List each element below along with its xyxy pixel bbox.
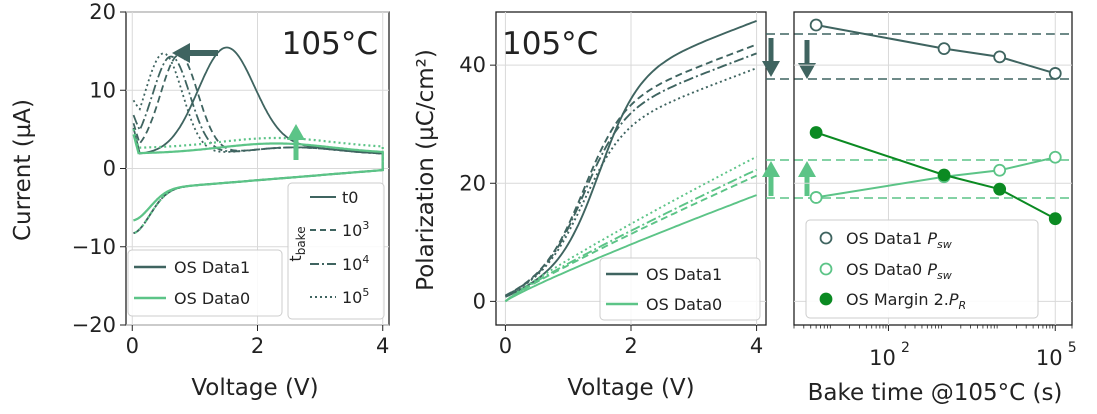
legend-item-data0: OS Data0 [174,289,250,308]
reference-guides [762,33,1072,199]
series-line [815,24,1056,75]
y-axis-label: Polarization (µC/cm²) [413,49,439,291]
data-point [993,163,1007,177]
x-tick-label: 0 [499,334,512,358]
data-point [937,168,951,182]
data-point [993,182,1007,196]
legend-item-1e3: 103 [342,219,369,240]
x-tick-labels: 0 2 4 [126,325,389,358]
data-point [937,42,951,56]
series-line [815,156,1056,199]
y-tick-label: 10 [89,78,116,102]
data0-increase-arrow [762,161,816,196]
y-tick-label: 20 [459,171,486,195]
series-line [132,128,384,235]
y-tick-label: 0 [103,157,116,181]
legend-bake-time: tbake t0 103 104 105 [286,182,385,320]
x-tick-label: 2 [251,334,264,358]
peak-shift-arrow [172,43,218,63]
data-point [1048,67,1062,80]
legend-item-data0: OS Data0 [646,295,722,314]
y-tick-label: −10 [72,235,116,259]
y-axis-label: Current (µA) [10,99,36,241]
x-axis-label: Voltage (V) [191,375,318,401]
series-line [504,194,757,303]
data0-increase-arrow [287,124,305,160]
y-tick-label: 20 [89,0,116,24]
data-point [809,191,823,204]
legend-item-data1: OS Data1 [646,265,722,284]
data-point [1048,150,1062,164]
x-tick-label: 0 [126,334,139,358]
data1-decrease-arrow [762,38,816,79]
y-tick-label: 0 [473,289,486,313]
x-tick-label: 10 [1036,346,1063,370]
legend-item-1e4: 104 [342,253,369,274]
series-line [504,43,757,297]
data-point [1048,212,1062,226]
y-tick-label: −20 [72,313,116,337]
x-tick-labels: 10 2 10 5 [793,325,1077,370]
y-tick-labels: 0 20 40 [459,53,496,313]
series-line [505,20,757,298]
x-tick-exponent: 5 [1068,340,1077,356]
series-line [132,134,384,222]
legend-series: OS Data1 Psw OS Data0 Psw OS Margin 2.PR [805,219,1039,319]
x-tick-label: 4 [376,334,389,358]
data-lines [132,46,384,235]
data-point [809,18,823,32]
legend-item-t0: t0 [342,188,358,207]
series-line [504,155,758,303]
legend-item-1e5: 105 [342,286,369,307]
x-tick-exponent: 2 [901,340,910,356]
legend-data: OS Data1 OS Data0 [599,257,761,321]
legend-item-data0-psw: OS Data0 Psw [846,260,952,282]
x-tick-label: 4 [750,334,763,358]
series-line [504,174,757,303]
panel-current: 20 10 0 −10 −20 0 2 4 Voltage (V) Current (µA)… [10,0,390,401]
series-line [504,168,758,303]
x-axis-label: Voltage (V) [567,375,694,401]
plot-frame [793,11,1073,326]
legend-item-data1-psw: OS Data1 Psw [846,229,952,251]
data-lines [809,18,1062,226]
temperature-annotation: 105°C [282,26,378,62]
x-tick-labels: 0 2 4 [499,325,763,358]
panel-bake-time: 10 2 10 5 Bake time @105°C (s) OS Data1 Psw… [793,11,1077,406]
series-line [815,131,1056,220]
x-tick-label: 10 [869,346,896,370]
data-point [993,50,1007,64]
y-tick-label: 40 [459,53,486,77]
x-axis-label: Bake time @105°C (s) [808,380,1063,406]
legend-data: OS Data1 OS Data0 [127,249,283,317]
data-lines [504,20,758,303]
y-tick-labels: 20 10 0 −10 −20 [72,0,126,337]
legend-item-margin: OS Margin 2.PR [846,290,966,312]
temperature-annotation: 105°C [502,26,598,62]
legend-item-data1: OS Data1 [174,258,250,277]
data-point [809,126,823,139]
x-tick-label: 2 [624,334,637,358]
panel-polarization: 0 20 40 0 2 4 Voltage (V) Polarization (µC/c… [413,11,767,401]
